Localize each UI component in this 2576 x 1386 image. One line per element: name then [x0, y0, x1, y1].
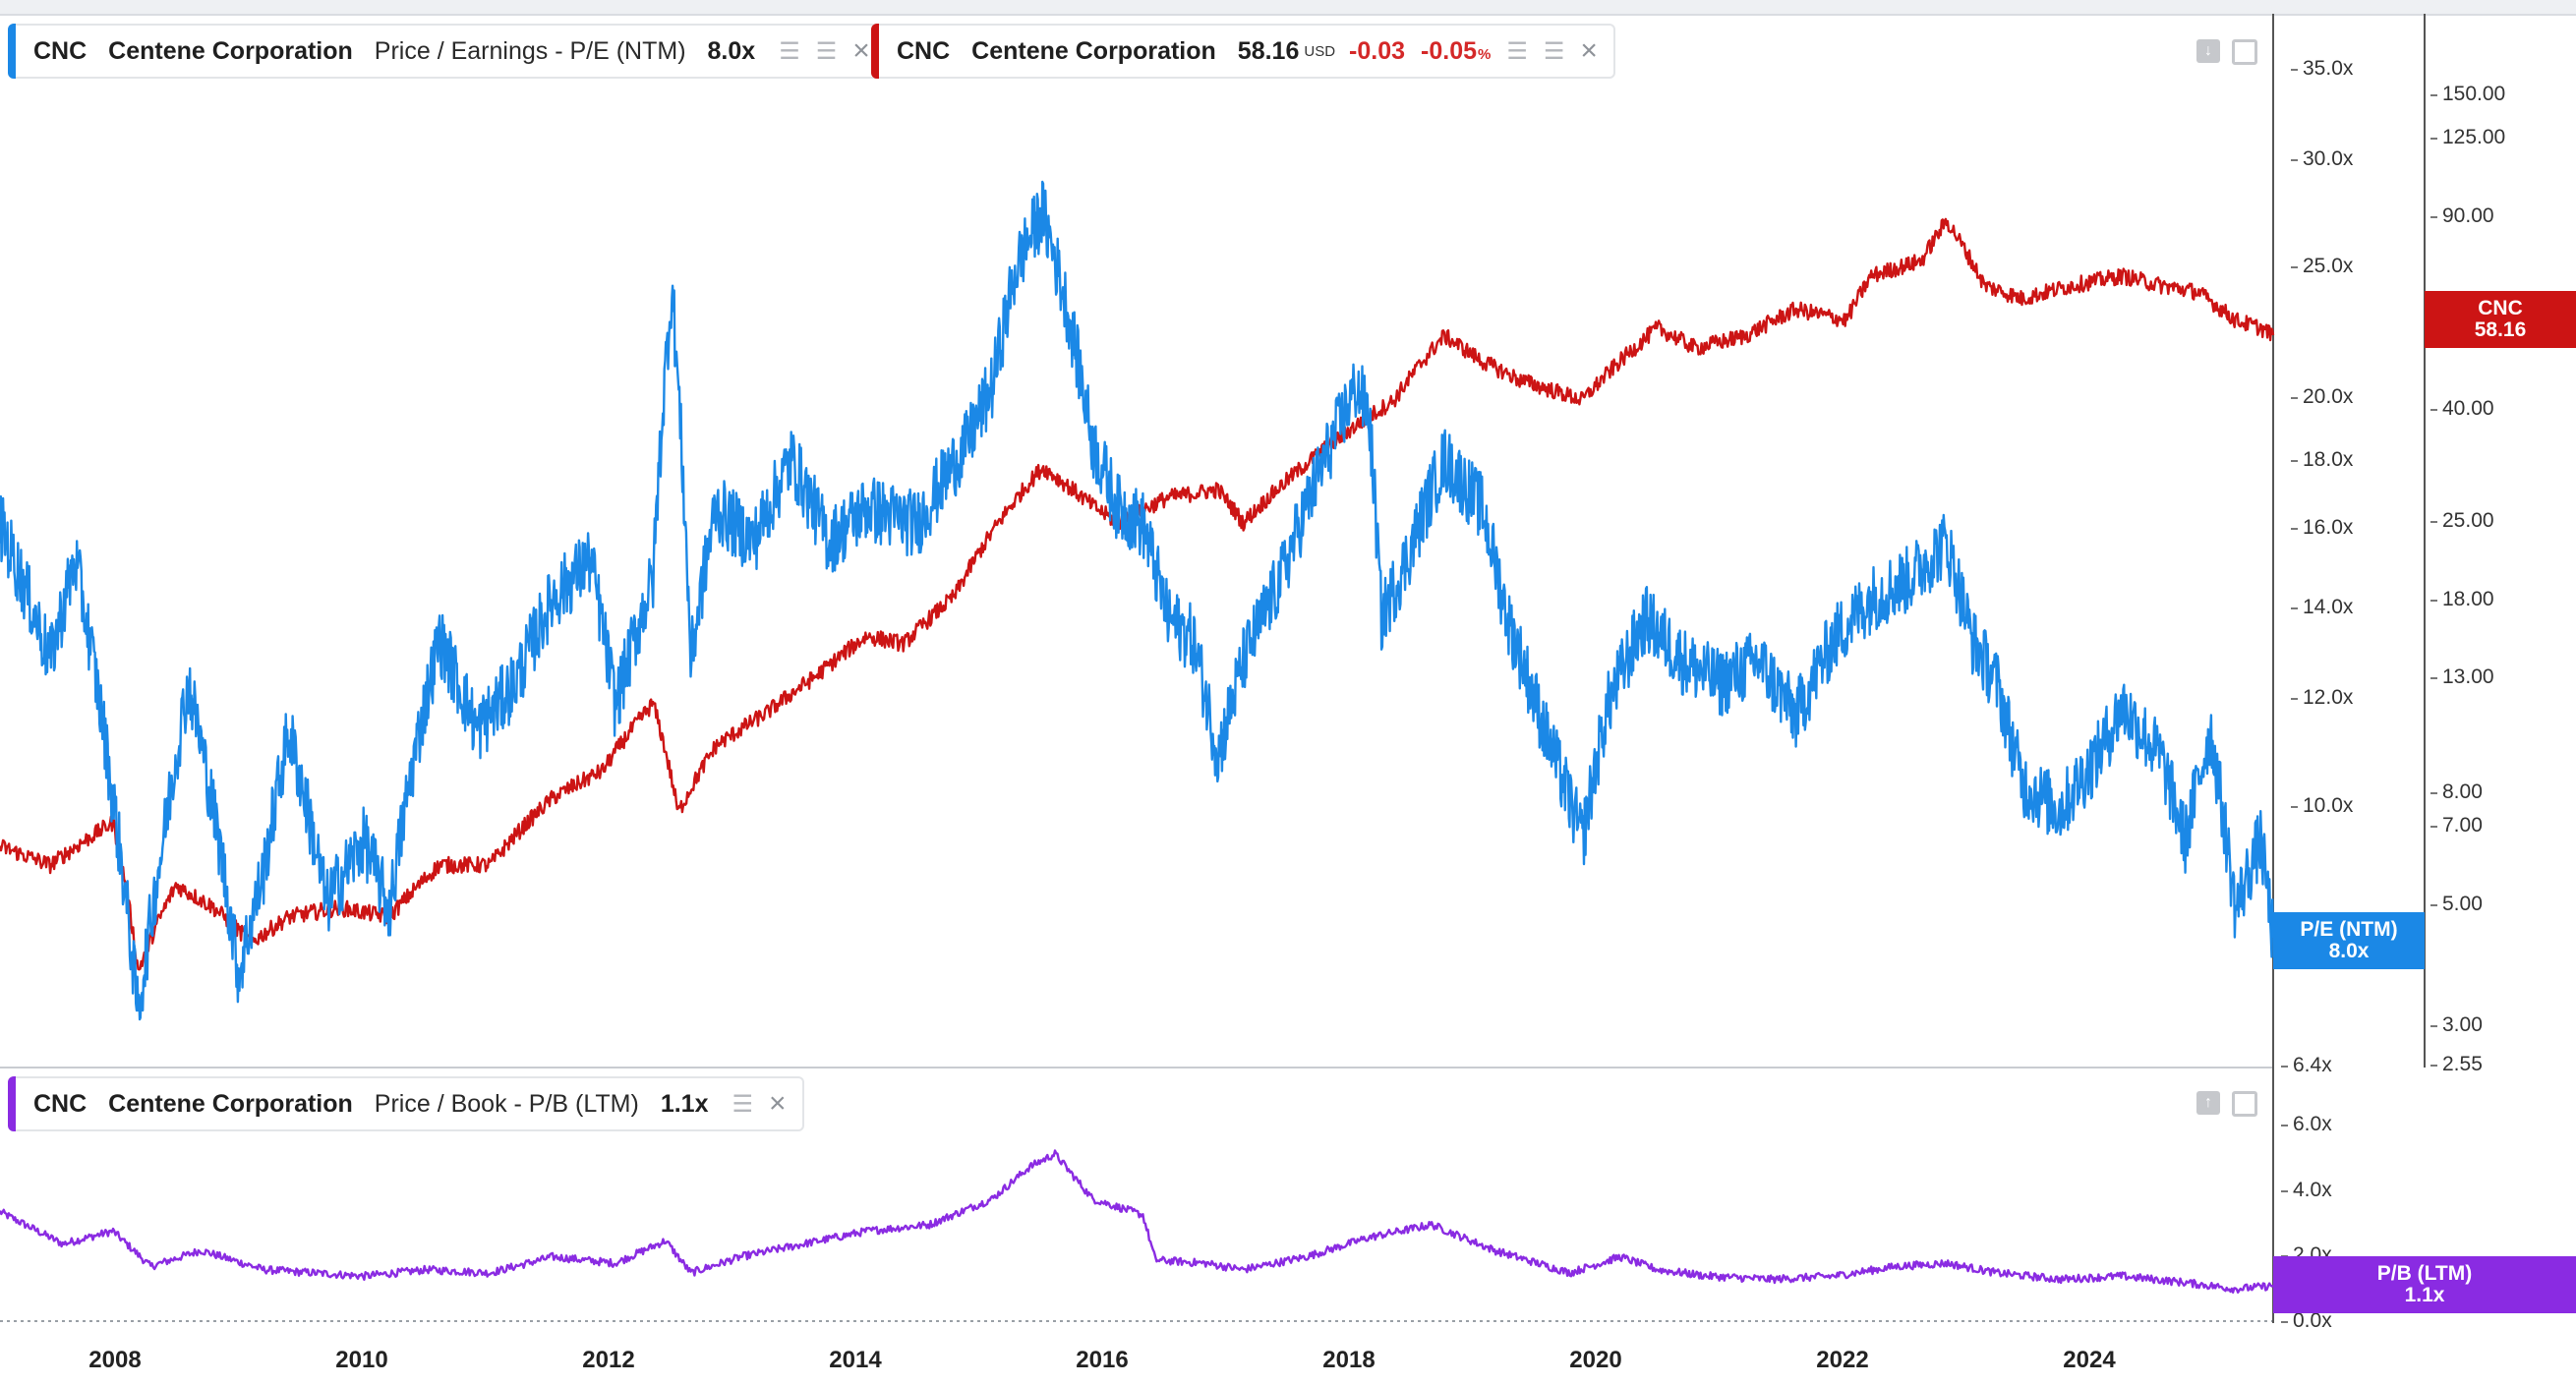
layers-icon[interactable]: ☰: [1506, 37, 1528, 65]
pb-flag-value: 1.1x: [2404, 1284, 2445, 1306]
pe-axis-tick: 35.0x: [2290, 57, 2354, 80]
price-flag-value: 58.16: [2474, 318, 2527, 341]
pe-axis-tick: 20.0x: [2290, 385, 2354, 408]
pb-legend-ticker: CNC: [33, 1089, 88, 1118]
x-axis-tick: 2010: [335, 1347, 388, 1373]
pe-legend-company: Centene Corporation: [108, 36, 353, 65]
price-legend-change: -0.03: [1349, 36, 1406, 65]
expand-icon[interactable]: [2232, 1091, 2257, 1117]
pe-legend-ticker: CNC: [33, 36, 88, 65]
x-axis-tick: 2018: [1322, 1347, 1376, 1373]
price-legend-change-pct: -0.05%: [1421, 37, 1491, 66]
pe-legend-color: [8, 24, 16, 79]
x-axis-tick: 2016: [1076, 1347, 1129, 1373]
layers-icon[interactable]: ☰: [779, 37, 800, 65]
expand-icon[interactable]: [2232, 39, 2257, 65]
pb-legend[interactable]: CNC Centene Corporation Price / Book - P…: [8, 1076, 804, 1131]
price-axis-tick: 7.00: [2430, 814, 2483, 837]
price-axis-tick: 3.00: [2430, 1013, 2483, 1036]
price-axis-tick: 5.00: [2430, 893, 2483, 915]
price-axis-tick: 2.55: [2430, 1053, 2483, 1075]
chart-frame: [0, 14, 2426, 1323]
price-axis-tick: 40.00: [2430, 397, 2494, 420]
pe-axis-tick: 14.0x: [2290, 596, 2354, 618]
price-chart-area: [0, 217, 2275, 971]
price-axis-tick: 13.00: [2430, 665, 2494, 688]
pe-legend-metric: Price / Earnings - P/E (NTM): [374, 36, 686, 65]
lower-panel-controls: ↑: [2196, 1091, 2257, 1117]
pe-axis-tick: 6.4x: [2281, 1054, 2332, 1076]
pb-value-flag: P/B (LTM) 1.1x: [2273, 1256, 2576, 1313]
layers-icon[interactable]: ☰: [815, 37, 838, 65]
pe-chart-area: [0, 180, 2275, 1021]
pb-axis-tick: 0.0x: [2281, 1309, 2332, 1332]
pe-axis-tick: 12.0x: [2290, 686, 2354, 709]
pb-legend-company: Centene Corporation: [108, 1089, 353, 1118]
price-axis-tick: 150.00: [2430, 83, 2506, 105]
price-legend-color: [871, 24, 879, 79]
pe-series-line: [0, 180, 2275, 1021]
price-axis-tick: 25.00: [2430, 509, 2494, 532]
pe-value-flag: P/E (NTM) 8.0x: [2273, 912, 2425, 969]
price-legend-company: Centene Corporation: [971, 36, 1216, 65]
x-axis-tick: 2008: [88, 1347, 142, 1373]
pb-chart-area: [0, 1149, 2274, 1294]
price-value-flag: CNC 58.16: [2425, 291, 2576, 348]
pe-legend-value: 8.0x: [707, 36, 756, 65]
x-axis-tick: 2014: [829, 1347, 882, 1373]
layers-icon[interactable]: ☰: [1543, 37, 1565, 65]
price-flag-ticker: CNC: [2478, 297, 2523, 319]
pe-axis-tick: 16.0x: [2290, 516, 2354, 539]
top-strip: [0, 0, 2576, 16]
price-axis-tick: 90.00: [2430, 204, 2494, 227]
price-legend-ticker: CNC: [897, 36, 951, 65]
x-axis-tick: 2012: [582, 1347, 635, 1373]
price-legend-unit: USD: [1304, 42, 1336, 60]
x-axis-tick: 2020: [1569, 1347, 1622, 1373]
pb-legend-value: 1.1x: [660, 1089, 709, 1118]
pe-axis-tick: 10.0x: [2290, 794, 2354, 817]
pe-flag-value: 8.0x: [2328, 940, 2370, 962]
x-axis-tick: 2022: [1816, 1347, 1869, 1373]
price-axis-tick: 125.00: [2430, 126, 2506, 148]
pe-flag-label: P/E (NTM): [2300, 918, 2398, 941]
price-axis-tick: 18.00: [2430, 588, 2494, 610]
pe-axis-tick: 25.0x: [2290, 255, 2354, 277]
close-icon[interactable]: ×: [769, 1087, 787, 1120]
pe-legend[interactable]: CNC Centene Corporation Price / Earnings…: [8, 24, 888, 79]
pb-flag-label: P/B (LTM): [2376, 1262, 2473, 1285]
pb-legend-metric: Price / Book - P/B (LTM): [374, 1089, 639, 1118]
layers-icon[interactable]: ☰: [732, 1090, 754, 1118]
upload-icon[interactable]: ↑: [2196, 1091, 2220, 1115]
x-axis-tick: 2024: [2063, 1347, 2116, 1373]
close-icon[interactable]: ×: [852, 34, 870, 67]
pb-axis-tick: 4.0x: [2281, 1179, 2332, 1201]
percent-sign: %: [1478, 45, 1492, 63]
price-legend[interactable]: CNC Centene Corporation 58.16 USD -0.03 …: [871, 24, 1615, 79]
price-legend-change-pct-value: -0.05: [1421, 36, 1477, 65]
price-legend-value: 58.16: [1237, 36, 1300, 65]
price-axis-tick: 8.00: [2430, 780, 2483, 803]
pe-axis-tick: 30.0x: [2290, 147, 2354, 170]
close-icon[interactable]: ×: [1580, 34, 1598, 67]
pb-series-line: [0, 1149, 2274, 1294]
pe-axis-tick: 18.0x: [2290, 448, 2354, 471]
pb-legend-color: [8, 1076, 16, 1131]
pb-axis-tick: 6.0x: [2281, 1113, 2332, 1135]
price-series-line: [0, 217, 2275, 971]
main-panel-controls: ↓: [2196, 39, 2257, 65]
download-icon[interactable]: ↓: [2196, 39, 2220, 63]
